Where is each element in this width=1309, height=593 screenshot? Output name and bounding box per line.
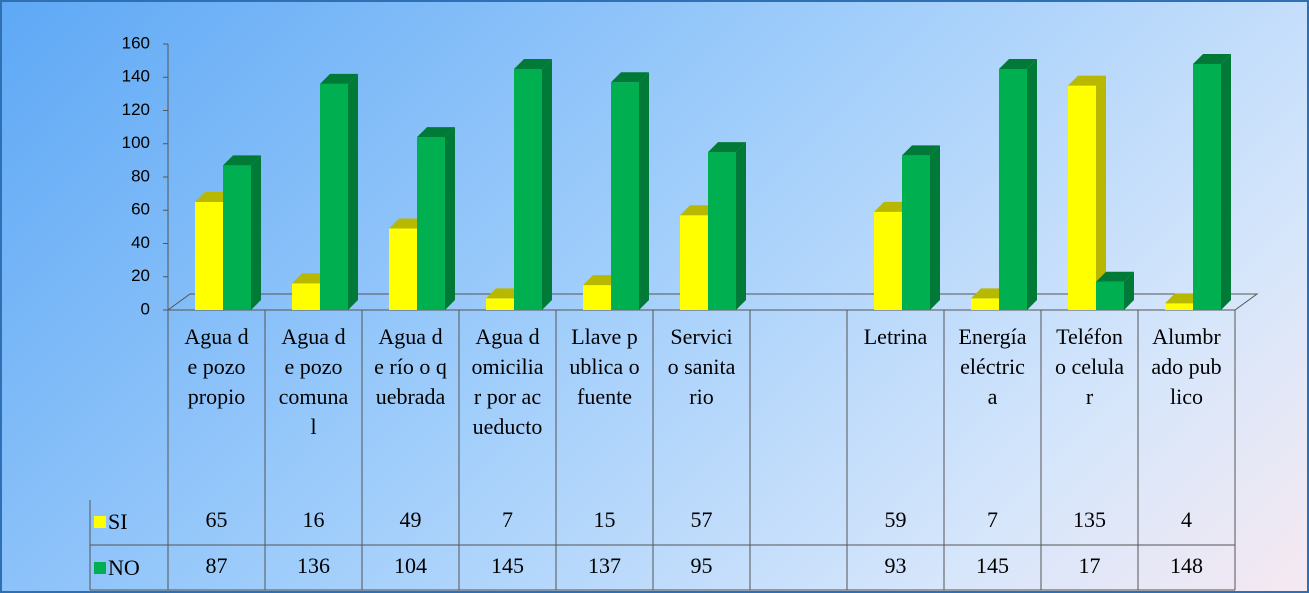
legend-key <box>94 562 106 574</box>
bar-front <box>708 152 736 310</box>
y-tick-label: 100 <box>122 133 150 152</box>
bar-front <box>902 155 930 310</box>
bar-front <box>680 215 708 310</box>
category-label: Letrina <box>863 324 928 349</box>
bar <box>223 155 261 310</box>
bar <box>417 127 455 310</box>
bar-front <box>389 228 417 310</box>
bar-side <box>348 73 358 311</box>
bar <box>999 58 1037 310</box>
category-label: Agua de pozo comunal <box>278 324 349 439</box>
category-label: Llave publica o fuente <box>569 324 640 409</box>
table-value: 7 <box>502 507 513 532</box>
bar-top <box>1096 271 1134 282</box>
bar-front <box>971 298 999 310</box>
table-value: 95 <box>690 553 713 578</box>
y-tick-label: 80 <box>131 166 150 185</box>
bar-front <box>1165 303 1193 310</box>
y-tick-label: 140 <box>122 67 150 86</box>
bar-side <box>1096 75 1106 310</box>
bar-front <box>292 283 320 310</box>
bar-top <box>514 58 552 69</box>
bar-front <box>1193 63 1221 311</box>
table-value: 65 <box>205 507 228 532</box>
bar <box>514 58 552 310</box>
bar <box>1096 271 1134 310</box>
bar-front <box>611 82 639 310</box>
y-tick-label: 60 <box>131 200 150 219</box>
bar-front <box>1068 85 1096 310</box>
category-label: Agua de pozo propio <box>184 324 249 409</box>
category-label: Alumbrado publico <box>1151 324 1222 409</box>
bar-side <box>251 155 261 310</box>
table-value: 7 <box>987 507 998 532</box>
bar-side <box>1221 53 1231 310</box>
bar-front <box>999 68 1027 310</box>
table-value: 93 <box>884 553 907 578</box>
table-value: 145 <box>491 553 524 578</box>
table-value: 87 <box>205 553 228 578</box>
table-value: 104 <box>394 553 427 578</box>
bar-front <box>486 298 514 310</box>
bar-top <box>902 145 940 156</box>
bar-top <box>611 72 649 83</box>
table-value: 148 <box>1170 553 1203 578</box>
bar-side <box>639 72 649 310</box>
table-value: 16 <box>302 507 325 532</box>
category-label: Energía eléctrica <box>958 324 1027 409</box>
bar-front <box>195 201 223 310</box>
table-value: 59 <box>884 507 907 532</box>
bar-front <box>223 165 251 310</box>
category-label: Agua de río o quebrada <box>374 324 447 409</box>
bar-front <box>320 83 348 311</box>
legend-key <box>94 516 106 528</box>
bar-top <box>1193 53 1231 64</box>
y-tick-label: 160 <box>122 33 150 52</box>
legend-label: NO <box>108 555 140 580</box>
bar-top <box>320 73 358 84</box>
table-value: 136 <box>297 553 330 578</box>
bar <box>1068 75 1106 310</box>
bar-top <box>999 58 1037 69</box>
y-tick-label: 0 <box>141 299 150 318</box>
y-tick-label: 20 <box>131 266 150 285</box>
y-tick-label: 120 <box>122 100 150 119</box>
bar-top <box>417 127 455 138</box>
bar-side <box>445 127 455 310</box>
category-label: Teléfono celular <box>1054 324 1125 409</box>
bar-front <box>874 211 902 310</box>
table-value: 57 <box>690 507 713 532</box>
bar-side <box>1124 271 1134 310</box>
bar-side <box>930 145 940 310</box>
bar <box>611 72 649 310</box>
table-value: 4 <box>1181 507 1192 532</box>
category-label: Servicio sanitario <box>667 324 736 409</box>
table-value: 15 <box>593 507 616 532</box>
table-value: 135 <box>1073 507 1106 532</box>
bar-side <box>736 142 746 310</box>
bar-side <box>542 58 552 310</box>
table-value: 145 <box>976 553 1009 578</box>
bar-front <box>514 68 542 310</box>
bar-top <box>708 142 746 153</box>
legend-label: SI <box>108 509 128 534</box>
bar-side <box>1027 58 1037 310</box>
bar-top <box>223 155 261 166</box>
category-label: Agua domiciliar por acueducto <box>471 324 544 439</box>
bar-front <box>1096 281 1124 310</box>
bar <box>1193 53 1231 311</box>
bar <box>902 145 940 310</box>
table-value: 137 <box>588 553 621 578</box>
y-tick-label: 40 <box>131 233 150 252</box>
table-value: 17 <box>1078 553 1101 578</box>
bar-top <box>1068 75 1106 86</box>
table-value: 49 <box>399 507 422 532</box>
bar <box>320 73 358 311</box>
bar <box>708 142 746 310</box>
bar-front <box>417 137 445 310</box>
bar-front <box>583 285 611 310</box>
